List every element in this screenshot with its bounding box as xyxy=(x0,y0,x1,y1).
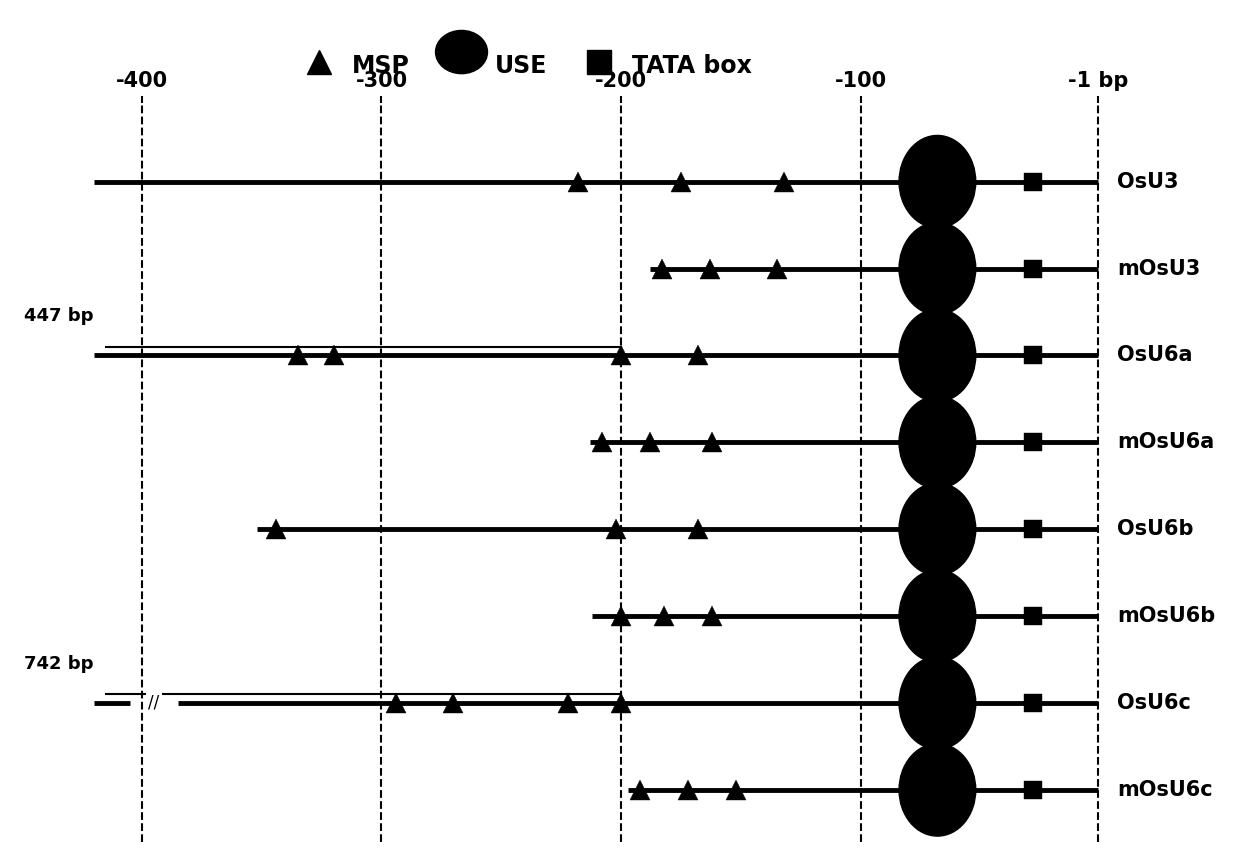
Ellipse shape xyxy=(900,483,976,575)
Legend: MSP, USE, TATA box: MSP, USE, TATA box xyxy=(285,41,761,89)
Text: OsU6c: OsU6c xyxy=(1118,693,1191,713)
Text: //: // xyxy=(149,694,160,712)
Ellipse shape xyxy=(900,222,976,315)
Text: 447 bp: 447 bp xyxy=(25,308,94,326)
Text: 742 bp: 742 bp xyxy=(25,655,94,673)
Text: OsU6b: OsU6b xyxy=(1118,519,1193,539)
Ellipse shape xyxy=(900,135,976,228)
Ellipse shape xyxy=(900,309,976,402)
Text: mOsU3: mOsU3 xyxy=(1118,259,1201,279)
Ellipse shape xyxy=(900,396,976,488)
Text: mOsU6a: mOsU6a xyxy=(1118,432,1214,452)
Ellipse shape xyxy=(900,744,976,836)
Text: mOsU6b: mOsU6b xyxy=(1118,606,1215,626)
Text: mOsU6c: mOsU6c xyxy=(1118,780,1213,800)
Text: OsU6a: OsU6a xyxy=(1118,345,1193,365)
Text: OsU3: OsU3 xyxy=(1118,171,1178,192)
Ellipse shape xyxy=(900,570,976,662)
Ellipse shape xyxy=(900,656,976,749)
